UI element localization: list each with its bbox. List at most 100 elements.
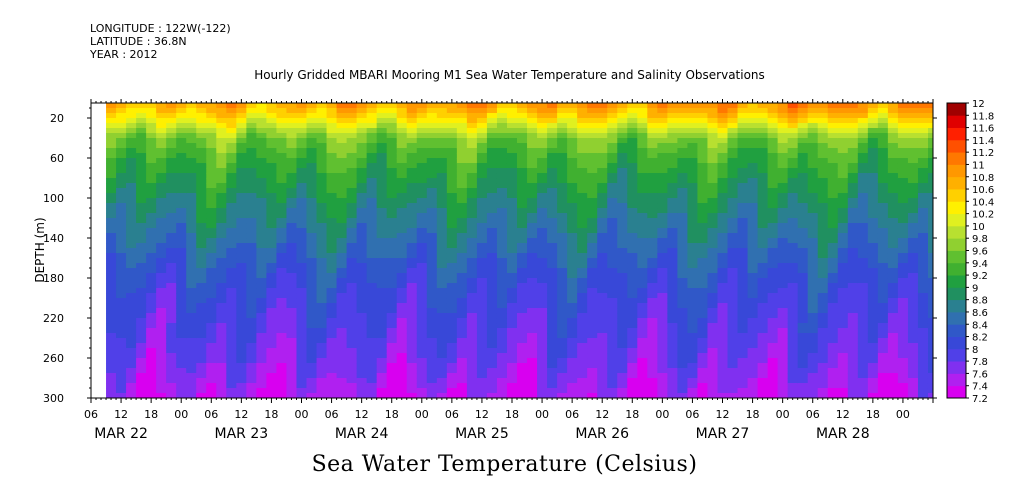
heatmap-cell	[857, 328, 869, 334]
heatmap-cell	[426, 103, 438, 109]
heatmap-cell	[657, 283, 668, 289]
heatmap-cell	[316, 278, 328, 284]
heatmap-cell	[426, 273, 438, 279]
heatmap-cell	[647, 268, 658, 274]
heatmap-cell	[827, 198, 839, 204]
heatmap-cell	[907, 178, 919, 184]
heatmap-cell	[426, 238, 438, 244]
heatmap-cell	[476, 218, 488, 224]
heatmap-cell	[537, 253, 548, 259]
heatmap-cell	[206, 208, 217, 214]
heatmap-cell	[366, 193, 378, 199]
heatmap-cell	[356, 393, 368, 398]
heatmap-cell	[456, 258, 468, 264]
heatmap-cell	[927, 143, 933, 149]
heatmap-cell	[617, 378, 628, 384]
heatmap-cell	[817, 258, 829, 264]
heatmap-cell	[547, 303, 558, 309]
heatmap-cell	[687, 283, 699, 289]
heatmap-cell	[587, 243, 598, 249]
heatmap-cell	[416, 273, 428, 279]
heatmap-cell	[707, 148, 719, 154]
heatmap-cell	[787, 378, 799, 384]
heatmap-cell	[607, 248, 618, 254]
heatmap-cell	[807, 303, 819, 309]
heatmap-cell	[927, 253, 933, 259]
heatmap-cell	[386, 198, 398, 204]
heatmap-cell	[346, 353, 358, 359]
heatmap-cell	[366, 118, 378, 124]
heatmap-cell	[466, 213, 478, 219]
heatmap-cell	[687, 373, 699, 379]
heatmap-cell	[707, 203, 719, 209]
heatmap-cell	[166, 358, 177, 364]
heatmap-cell	[296, 173, 308, 179]
heatmap-cell	[687, 138, 699, 144]
heatmap-cell	[847, 173, 859, 179]
heatmap-cell	[136, 373, 147, 379]
heatmap-cell	[496, 323, 508, 329]
heatmap-cell	[837, 373, 849, 379]
heatmap-cell	[206, 343, 217, 349]
heatmap-cell	[597, 238, 608, 244]
heatmap-cell	[306, 178, 318, 184]
heatmap-cell	[296, 263, 308, 269]
heatmap-cell	[797, 223, 809, 229]
heatmap-cell	[216, 168, 227, 174]
heatmap-cell	[587, 238, 598, 244]
heatmap-cell	[597, 118, 608, 124]
heatmap-cell	[527, 118, 538, 124]
heatmap-cell	[797, 343, 809, 349]
heatmap-cell	[547, 163, 558, 169]
heatmap-cell	[406, 258, 418, 264]
heatmap-cell	[857, 113, 869, 119]
heatmap-cell	[517, 358, 528, 364]
heatmap-cell	[276, 238, 288, 244]
heatmap-cell	[697, 228, 709, 234]
heatmap-cell	[597, 383, 608, 389]
heatmap-cell	[767, 123, 779, 129]
heatmap-cell	[346, 188, 358, 194]
heatmap-cell	[486, 298, 498, 304]
heatmap-cell	[146, 248, 157, 254]
heatmap-cell	[567, 253, 578, 259]
heatmap-cell	[316, 203, 328, 209]
heatmap-cell	[827, 383, 839, 389]
heatmap-cell	[617, 138, 628, 144]
heatmap-cell	[166, 338, 177, 344]
heatmap-cell	[246, 248, 257, 254]
heatmap-cell	[306, 238, 318, 244]
heatmap-cell	[456, 253, 468, 259]
heatmap-cell	[346, 343, 358, 349]
heatmap-cell	[517, 208, 528, 214]
heatmap-cell	[637, 263, 648, 269]
heatmap-cell	[567, 228, 578, 234]
heatmap-cell	[847, 353, 859, 359]
heatmap-cell	[376, 358, 388, 364]
heatmap-cell	[677, 373, 689, 379]
heatmap-cell	[867, 223, 879, 229]
heatmap-cell	[827, 223, 839, 229]
heatmap-cell	[837, 123, 849, 129]
heatmap-cell	[577, 223, 588, 229]
heatmap-cell	[567, 103, 578, 109]
heatmap-cell	[136, 228, 147, 234]
heatmap-cell	[436, 173, 448, 179]
heatmap-cell	[667, 273, 678, 279]
heatmap-cell	[476, 143, 488, 149]
heatmap-cell	[877, 358, 889, 364]
heatmap-cell	[697, 318, 709, 324]
heatmap-cell	[346, 243, 358, 249]
heatmap-cell	[587, 378, 598, 384]
heatmap-cell	[827, 268, 839, 274]
heatmap-cell	[637, 148, 648, 154]
heatmap-cell	[266, 298, 278, 304]
heatmap-cell	[256, 323, 268, 329]
heatmap-cell	[416, 313, 428, 319]
heatmap-cell	[346, 123, 358, 129]
heatmap-cell	[577, 168, 588, 174]
heatmap-cell	[106, 143, 117, 149]
heatmap-cell	[456, 193, 468, 199]
heatmap-cell	[727, 158, 739, 164]
heatmap-cell	[717, 273, 729, 279]
